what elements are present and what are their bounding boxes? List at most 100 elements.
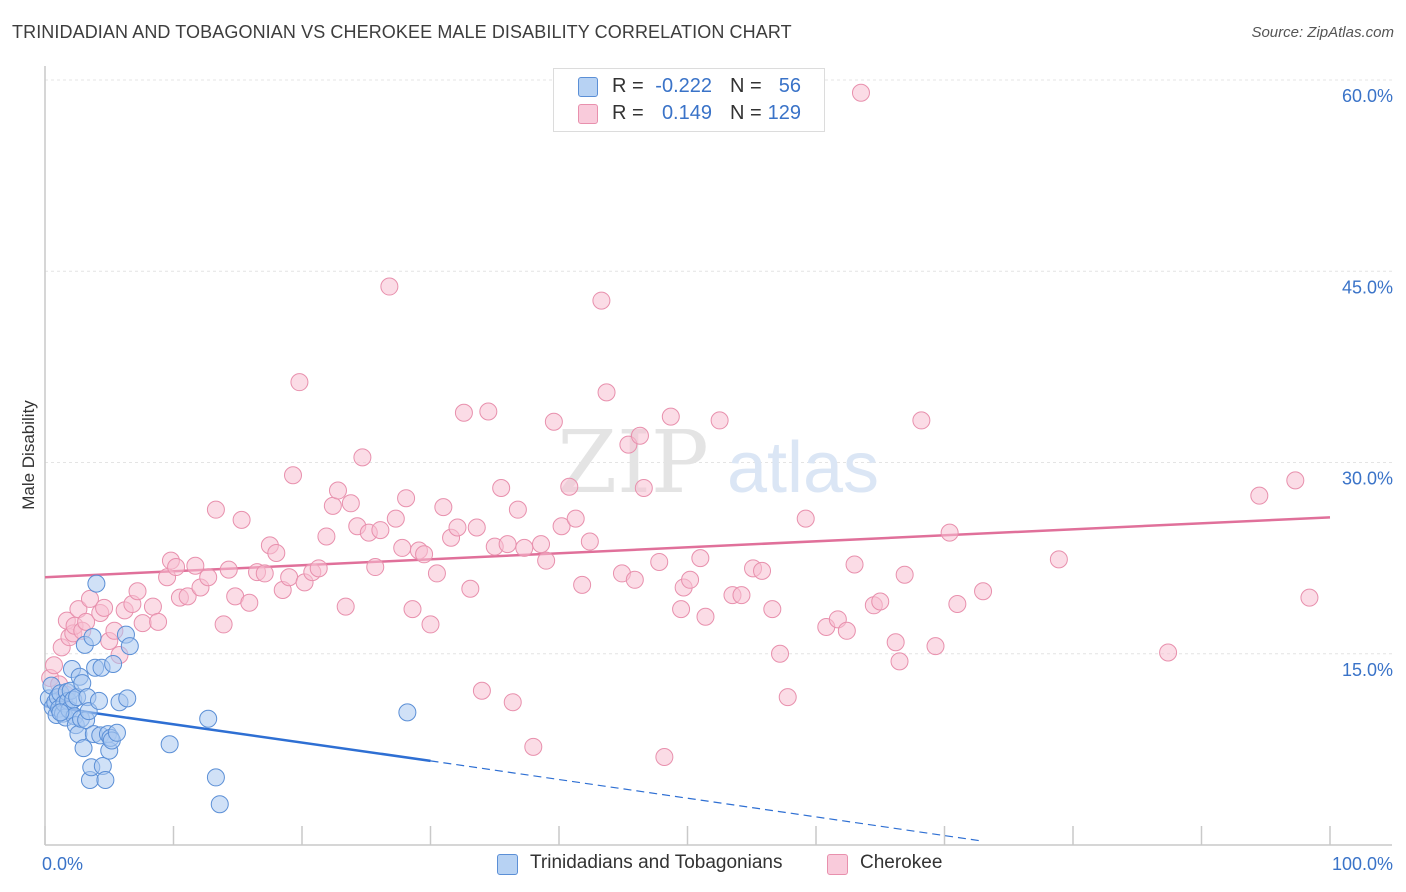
cherokee-point (461, 579, 480, 598)
trinidadian-point (210, 795, 229, 814)
source-credit: Source: ZipAtlas.com (1251, 24, 1394, 41)
cherokee-point (240, 593, 259, 612)
cherokee-point (566, 509, 585, 528)
legend-r-label: R = (612, 75, 644, 97)
trinidadian-point (83, 628, 102, 647)
trinidadian-point (74, 739, 93, 758)
cherokee-point (895, 565, 914, 584)
cherokee-point (597, 383, 616, 402)
legend-swatch-pink (827, 854, 848, 875)
trinidadian-trend-line (44, 704, 431, 763)
trinidadian-point (96, 770, 115, 789)
watermark-zip: ZIP (557, 413, 709, 513)
cherokee-point (309, 559, 328, 578)
cherokee-point (219, 560, 238, 579)
cherokee-point (479, 402, 498, 421)
tick-labels: 15.0% 30.0% 45.0% 60.0% 0.0% 100.0% (42, 86, 1393, 874)
trend-lines (44, 516, 1331, 842)
cherokee-point (95, 598, 114, 617)
cherokee-point (167, 558, 186, 577)
axes (44, 66, 1392, 846)
cherokee-point (837, 621, 856, 640)
cherokee-point (544, 412, 563, 431)
cherokee-point (186, 556, 205, 575)
cherokee-point (133, 614, 152, 633)
trinidadian-points (39, 574, 417, 814)
trinidadian-point (199, 709, 218, 728)
cherokee-point (537, 551, 556, 570)
cherokee-point (403, 600, 422, 619)
chart-title: TRINIDADIAN AND TOBAGONIAN VS CHEROKEE M… (12, 22, 792, 42)
y-tick-label: 15.0% (1342, 660, 1393, 680)
cherokee-point (454, 403, 473, 422)
legend-r-label: R = (612, 102, 644, 124)
cherokee-point (206, 500, 225, 519)
cherokee-point (763, 600, 782, 619)
cherokee-point (655, 748, 674, 767)
cherokee-point (427, 564, 446, 583)
cherokee-point (498, 535, 517, 554)
cherokee-point (328, 481, 347, 500)
cherokee-point (267, 544, 286, 563)
cherokee-point (467, 518, 486, 537)
cherokee-point (232, 510, 251, 529)
trinidadian-trend-extension (430, 760, 984, 842)
cherokee-point (771, 644, 790, 663)
trinidadian-point (160, 735, 179, 754)
watermark-atlas: atlas (727, 428, 879, 508)
cherokee-point (592, 291, 611, 310)
legend-n-value: 56 (778, 75, 801, 97)
cherokee-point (940, 523, 959, 542)
cherokee-point (77, 612, 96, 631)
cherokee-point (323, 496, 342, 515)
trinidadian-point (107, 723, 126, 742)
cherokee-point (1300, 588, 1319, 607)
cherokee-point (472, 681, 491, 700)
cherokee-point (974, 582, 993, 601)
cherokee-point (1159, 643, 1178, 662)
cherokee-point (397, 489, 416, 508)
trinidadian-point (104, 654, 123, 673)
cherokee-point (661, 407, 680, 426)
cherokee-point (149, 612, 168, 631)
cherokee-point (290, 373, 309, 392)
legend-swatch-pink (578, 104, 598, 124)
cherokee-point (524, 737, 543, 756)
x-tick-label: 0.0% (42, 854, 83, 874)
cherokee-point (845, 555, 864, 574)
cherokee-point (353, 448, 372, 467)
cherokee-point (696, 607, 715, 626)
cherokee-point (336, 597, 355, 616)
correlation-legend: R = -0.222 N = 56 R = 0.149 N = 129 (553, 68, 825, 132)
cherokee-point (1250, 486, 1269, 505)
cherokee-point (732, 586, 751, 605)
legend-n-value: 129 (767, 102, 801, 124)
cherokee-point (691, 549, 710, 568)
cherokee-point (672, 600, 691, 619)
cherokee-point (492, 479, 511, 497)
trinidadian-point (87, 574, 106, 593)
cherokee-point (871, 592, 890, 611)
cherokee-point (650, 552, 669, 571)
x-tick-label: 100.0% (1332, 854, 1393, 874)
y-tick-label: 45.0% (1342, 277, 1393, 297)
legend-label-trinidadian: Trinidadians and Tobagonians (530, 852, 783, 873)
cherokee-point (434, 498, 453, 517)
legend-r-value: 0.149 (661, 102, 712, 124)
cherokee-point (753, 561, 772, 580)
cherokee-point (710, 411, 729, 430)
zipatlas-watermark: ZIP atlas (557, 413, 879, 513)
legend-r-value: -0.222 (655, 75, 712, 97)
cherokee-point (386, 509, 405, 528)
trinidadian-point (118, 689, 137, 708)
cherokee-point (503, 693, 522, 712)
trinidadian-point (120, 637, 139, 656)
cherokee-point (580, 532, 599, 551)
cherokee-point (214, 615, 233, 634)
cherokee-point (796, 509, 815, 528)
cherokee-point (415, 545, 434, 564)
cherokee-point (912, 411, 931, 430)
cherokee-point (380, 277, 399, 296)
cherokee-point (515, 538, 534, 557)
